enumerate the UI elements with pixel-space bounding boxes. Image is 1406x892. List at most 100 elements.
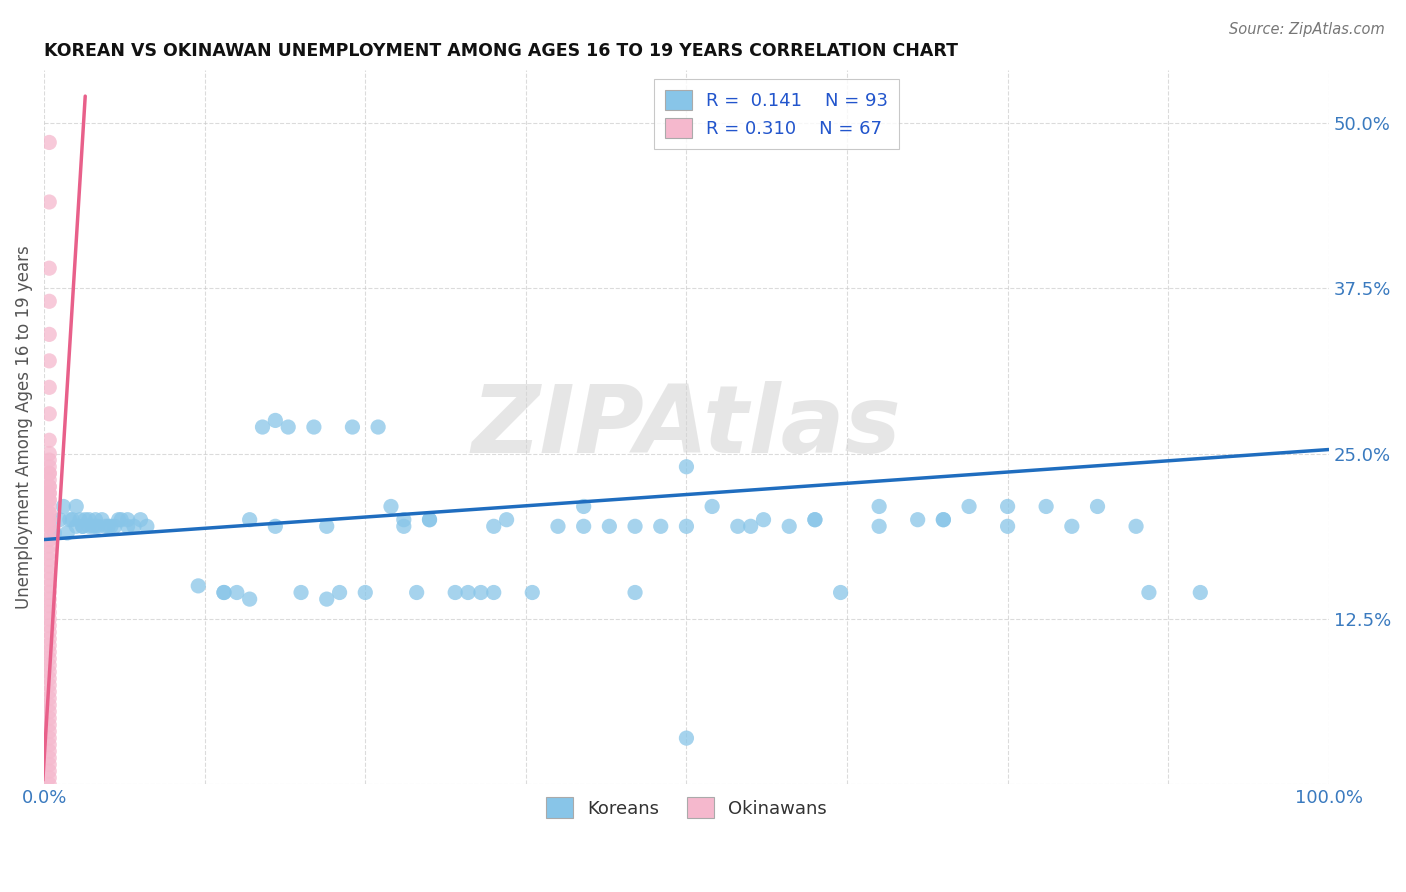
Point <box>38 718 60 732</box>
Point <box>38 691 60 706</box>
Point <box>84 519 107 533</box>
Point <box>392 513 415 527</box>
Point <box>1189 585 1212 599</box>
Point <box>38 572 60 586</box>
Point <box>38 678 60 692</box>
Point <box>38 672 60 686</box>
Point <box>1087 500 1109 514</box>
Point <box>624 585 647 599</box>
Point <box>997 519 1019 533</box>
Point <box>997 500 1019 514</box>
Point <box>239 513 262 527</box>
Point <box>38 751 60 765</box>
Legend: Koreans, Okinawans: Koreans, Okinawans <box>538 790 834 825</box>
Point <box>302 420 325 434</box>
Point <box>264 519 287 533</box>
Text: ZIPAtlas: ZIPAtlas <box>471 381 901 473</box>
Point <box>38 711 60 725</box>
Point <box>38 380 60 394</box>
Point <box>38 446 60 460</box>
Point <box>38 486 60 500</box>
Point <box>700 500 723 514</box>
Point <box>752 513 775 527</box>
Point <box>38 651 60 665</box>
Point <box>38 566 60 580</box>
Point <box>38 618 60 632</box>
Point <box>38 492 60 507</box>
Point <box>392 519 415 533</box>
Point <box>48 513 70 527</box>
Point <box>38 506 60 520</box>
Point <box>470 585 492 599</box>
Point <box>778 519 800 533</box>
Point <box>38 407 60 421</box>
Point <box>907 513 929 527</box>
Point <box>675 459 697 474</box>
Point <box>65 519 87 533</box>
Point <box>624 519 647 533</box>
Point <box>82 519 104 533</box>
Point <box>87 519 110 533</box>
Point <box>522 585 544 599</box>
Point <box>252 420 274 434</box>
Point <box>38 665 60 679</box>
Point <box>38 354 60 368</box>
Point <box>90 513 112 527</box>
Point <box>38 579 60 593</box>
Point <box>932 513 955 527</box>
Text: KOREAN VS OKINAWAN UNEMPLOYMENT AMONG AGES 16 TO 19 YEARS CORRELATION CHART: KOREAN VS OKINAWAN UNEMPLOYMENT AMONG AG… <box>44 42 957 60</box>
Point <box>315 519 337 533</box>
Point <box>38 605 60 619</box>
Point <box>38 500 60 514</box>
Point <box>107 513 129 527</box>
Point <box>727 519 749 533</box>
Point <box>572 519 595 533</box>
Point <box>129 513 152 527</box>
Point <box>122 519 145 533</box>
Point <box>38 533 60 547</box>
Point <box>38 658 60 673</box>
Point <box>38 261 60 276</box>
Point <box>59 513 82 527</box>
Point <box>329 585 352 599</box>
Point <box>354 585 377 599</box>
Point <box>117 519 139 533</box>
Point <box>72 519 94 533</box>
Point <box>290 585 312 599</box>
Point <box>77 513 100 527</box>
Point <box>38 519 60 533</box>
Point <box>38 632 60 646</box>
Point <box>38 599 60 613</box>
Point <box>38 612 60 626</box>
Point <box>675 519 697 533</box>
Point <box>277 420 299 434</box>
Point <box>38 519 60 533</box>
Point <box>804 513 827 527</box>
Point <box>932 513 955 527</box>
Point <box>38 480 60 494</box>
Point <box>38 513 60 527</box>
Point <box>38 744 60 758</box>
Point <box>547 519 569 533</box>
Point <box>84 513 107 527</box>
Point <box>38 467 60 481</box>
Point <box>38 764 60 779</box>
Point <box>405 585 427 599</box>
Point <box>444 585 467 599</box>
Point <box>38 492 60 507</box>
Point <box>1125 519 1147 533</box>
Point <box>482 585 505 599</box>
Point <box>187 579 209 593</box>
Point <box>495 513 517 527</box>
Point <box>38 473 60 487</box>
Point <box>957 500 980 514</box>
Point <box>418 513 440 527</box>
Point <box>75 513 97 527</box>
Point <box>38 294 60 309</box>
Point <box>38 552 60 566</box>
Point <box>212 585 235 599</box>
Point <box>38 731 60 745</box>
Point <box>38 434 60 448</box>
Point <box>38 486 60 500</box>
Point <box>38 724 60 739</box>
